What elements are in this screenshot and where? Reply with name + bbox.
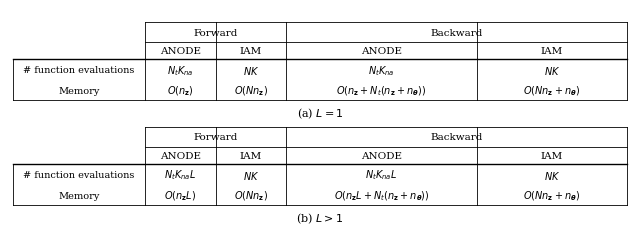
Text: $NK$: $NK$: [243, 64, 259, 76]
Text: Forward: Forward: [193, 28, 237, 37]
Text: # function evaluations: # function evaluations: [23, 66, 134, 75]
Text: $O(n_{\mathbf{z}})$: $O(n_{\mathbf{z}})$: [167, 84, 194, 98]
Text: $N_t K_{na}L$: $N_t K_{na}L$: [164, 168, 196, 182]
Text: ANODE: ANODE: [361, 47, 402, 56]
Text: $O(n_{\mathbf{z}}L + N_t(n_{\mathbf{z}} + n_{\boldsymbol{\theta}}))$: $O(n_{\mathbf{z}}L + N_t(n_{\mathbf{z}} …: [333, 188, 429, 202]
Text: IAM: IAM: [541, 152, 563, 160]
Text: $N_t K_{na}L$: $N_t K_{na}L$: [365, 168, 397, 182]
Text: $N_t K_{na}$: $N_t K_{na}$: [167, 64, 193, 77]
Text: IAM: IAM: [541, 47, 563, 56]
Text: $NK$: $NK$: [544, 64, 560, 76]
Text: Backward: Backward: [431, 28, 483, 37]
Text: Backward: Backward: [431, 133, 483, 142]
Text: # function evaluations: # function evaluations: [23, 170, 134, 179]
Text: ANODE: ANODE: [160, 47, 201, 56]
Text: $O(Nn_{\mathbf{z}})$: $O(Nn_{\mathbf{z}})$: [234, 84, 268, 98]
Text: Memory: Memory: [58, 191, 100, 200]
Text: Memory: Memory: [58, 86, 100, 95]
Text: $NK$: $NK$: [544, 169, 560, 181]
Text: (b) $L > 1$: (b) $L > 1$: [296, 211, 344, 225]
Text: (a) $L = 1$: (a) $L = 1$: [297, 106, 343, 121]
Text: Forward: Forward: [193, 133, 237, 142]
Text: $O(n_{\mathbf{z}}L)$: $O(n_{\mathbf{z}}L)$: [164, 188, 196, 202]
Text: $O(Nn_{\mathbf{z}} + n_{\boldsymbol{\theta}})$: $O(Nn_{\mathbf{z}} + n_{\boldsymbol{\the…: [524, 84, 580, 98]
Text: $O(n_{\mathbf{z}} + N_t(n_{\mathbf{z}} + n_{\boldsymbol{\theta}}))$: $O(n_{\mathbf{z}} + N_t(n_{\mathbf{z}} +…: [336, 84, 427, 98]
Text: $O(Nn_{\mathbf{z}})$: $O(Nn_{\mathbf{z}})$: [234, 188, 268, 202]
Text: ANODE: ANODE: [160, 152, 201, 160]
Text: $N_t K_{na}$: $N_t K_{na}$: [368, 64, 395, 77]
Text: IAM: IAM: [240, 152, 262, 160]
Text: $O(Nn_{\mathbf{z}} + n_{\boldsymbol{\theta}})$: $O(Nn_{\mathbf{z}} + n_{\boldsymbol{\the…: [524, 188, 580, 202]
Text: $NK$: $NK$: [243, 169, 259, 181]
Text: IAM: IAM: [240, 47, 262, 56]
Text: ANODE: ANODE: [361, 152, 402, 160]
